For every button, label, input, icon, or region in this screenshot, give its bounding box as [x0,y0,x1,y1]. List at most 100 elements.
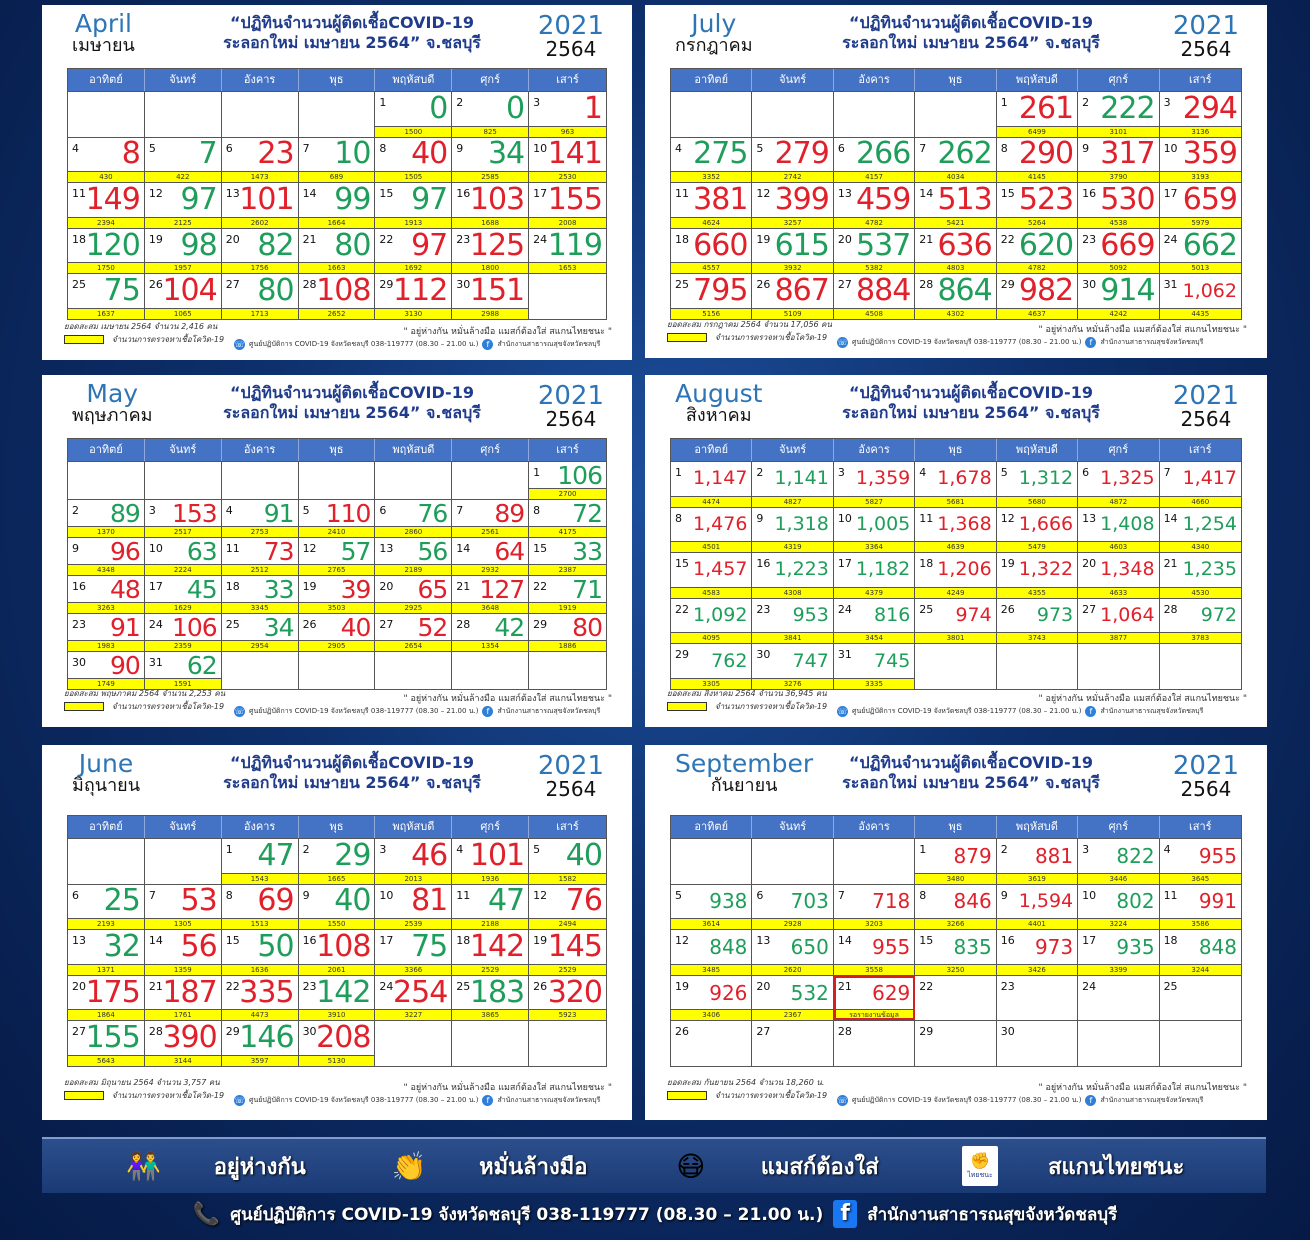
calendar-title: “ปฏิทินจำนวนผู้ติดเชื้อCOVID-19 ระลอกใหม่… [645,383,1267,423]
daily-tests: 3865 [452,1009,529,1021]
daily-cases: 183 [469,974,525,1010]
day-number: 17 [533,187,548,201]
daily-tests: 3406 [671,1009,752,1021]
calendar-footer: ยอดสะสม สิงหาคม 2564 จำนวน 36,945 คน จำน… [667,687,1247,721]
tagline: " อยู่ห่างกัน หมั่นล้างมือ แมสก์ต้องใส่ … [1038,325,1248,335]
day-number: 19 [1000,557,1015,571]
week-row: 13 32 1371 14 56 1359 15 50 1636 16 108 2061 17 75 336… [68,929,606,975]
daily-tests: 2905 [298,640,375,651]
weekday-label: อาทิตย์ [68,816,145,838]
daily-cases: 57 [340,536,372,566]
day-cell: 4 1,678 5681 [915,462,997,507]
week-row: 27 155 5643 28 390 3144 29 146 3597 30 208 5130 [68,1020,606,1066]
day-cell: 6 703 2928 [752,884,834,930]
phone-icon: ☏ [234,706,245,717]
daily-cases: 1,141 [774,467,829,490]
day-cell: 16 48 3263 [68,576,145,613]
calendar-title: “ปฏิทินจำนวนผู้ติดเชื้อCOVID-19 ระลอกใหม่… [645,753,1267,793]
daily-tests: 3399 [1078,963,1159,975]
weekday-header: อาทิตย์ จันทร์ อังคาร พุธ พฤหัสบดี ศุกร์ เสาร์ [671,816,1241,838]
day-number: 14 [919,187,934,201]
legend-label: จำนวนการตรวจหาเชื้อโควิด-19 [715,1091,828,1100]
day-number: 13 [225,187,240,201]
daily-cases: 1,325 [1100,467,1155,490]
daily-tests: 2753 [221,526,298,537]
day-number: 5 [756,141,764,155]
day-cell: 9 1,318 4319 [752,507,834,553]
footer-contact: ☏ ศูนย์ปฏิบัติการ COVID-19 จังหวัดชลบุรี … [234,706,600,717]
daily-cases: 34 [263,612,295,642]
daily-cases: 537 [856,227,911,263]
day-cell: 18 120 1750 [68,228,145,274]
week-row: 8 1,476 4501 9 1,318 4319 10 1,005 3364 11 1,368 46… [671,506,1241,553]
daily-tests: 4175 [529,526,606,537]
weekday-label: พุธ [299,69,376,91]
daily-cases: 662 [1182,227,1238,263]
daily-cases: 151 [469,273,525,309]
day-number: 7 [1163,466,1171,479]
week-row: 1 261 6499 2 222 3101 3 294 3136 [671,91,1241,137]
daily-tests: 4355 [996,586,1078,598]
contact-hotline[interactable]: ศูนย์ปฏิบัติการ COVID-19 จังหวัดชลบุรี 0… [230,1204,824,1225]
week-row: 18 660 4557 19 615 3932 20 537 5382 21 636 4803 22 62… [671,227,1241,274]
facebook-icon[interactable]: f [833,1200,858,1228]
daily-cases: 1,092 [693,604,748,627]
day-cell: 11 991 3586 [1159,885,1241,930]
office-facebook-page[interactable]: สำนักงานสาธารณสุขจังหวัดชลบุรี [867,1204,1118,1225]
day-number: 12 [148,187,163,201]
weekday-header: อาทิตย์ จันทร์ อังคาร พุธ พฤหัสบดี ศุกร์ เสาร์ [68,439,606,461]
daily-cases: 53 [180,883,218,919]
daily-tests: 1370 [68,526,144,537]
daily-tests: 4034 [915,171,996,183]
daily-cases: 56 [180,928,218,964]
day-number: 17 [1163,187,1178,201]
empty-cell [529,274,606,319]
day-cell: 20 175 1864 [68,975,145,1021]
day-cell: 28 42 1354 [452,614,530,651]
daily-cases: 69 [257,883,294,919]
facebook-icon: f [482,1095,494,1106]
day-number: 24 [1082,979,1097,993]
empty-cell [1160,644,1241,689]
day-number: 1 [675,466,682,479]
legend-swatch [64,335,104,344]
daily-cases: 99 [334,181,371,217]
day-number: 5 [533,843,541,856]
daily-tests: 5421 [915,216,996,228]
week-row: 6 25 2193 7 53 1305 8 69 1513 9 40 1550 10 81 2539 11 47… [68,883,606,930]
day-cell: 6 266 4157 [833,137,916,183]
day-cell: 23 91 1983 [68,614,145,651]
daily-tests: 3305 [671,677,752,689]
day-number: 23 [72,618,86,631]
contact-text: ศูนย์ปฏิบัติการ COVID-19 จังหวัดชลบุรี 0… [249,1096,479,1104]
calendar-june: June มิถุนายน “ปฏิทินจำนวนผู้ติดเชื้อCOVI… [42,745,632,1120]
legend-swatch [667,1091,707,1100]
year-be: 2564 [545,37,597,61]
day-number: 11 [675,187,689,201]
day-number: 1 [1000,96,1008,109]
day-cell: 11 73 2512 [221,538,299,575]
weekday-label: พุธ [915,69,997,91]
daily-tests: 3266 [915,918,996,930]
day-cell: 16 108 2061 [298,930,376,975]
weekday-label: ศุกร์ [452,439,530,461]
empty-cell [222,92,299,137]
weekday-label: อังคาร [222,439,299,461]
daily-tests: 2561 [452,526,529,537]
day-number: 24 [533,232,548,246]
daily-cases: 104 [162,273,217,309]
day-number: 23 [1000,979,1015,993]
daily-cases: 76 [565,883,603,919]
daily-cases: 101 [469,837,525,873]
daily-tests: 5681 [915,495,996,507]
weekday-label: พฤหัสบดี [375,69,453,91]
day-number: 9 [456,141,464,155]
daily-cases: 381 [693,181,748,217]
day-number: 21 [302,232,317,246]
day-cell: 12 1,666 5479 [996,507,1079,553]
daily-tests: 4603 [1078,541,1159,553]
day-cell: 8 1,476 4501 [671,507,753,553]
weekday-label: จันทร์ [752,439,834,461]
empty-cell [68,462,145,499]
daily-tests: 3614 [671,918,752,930]
